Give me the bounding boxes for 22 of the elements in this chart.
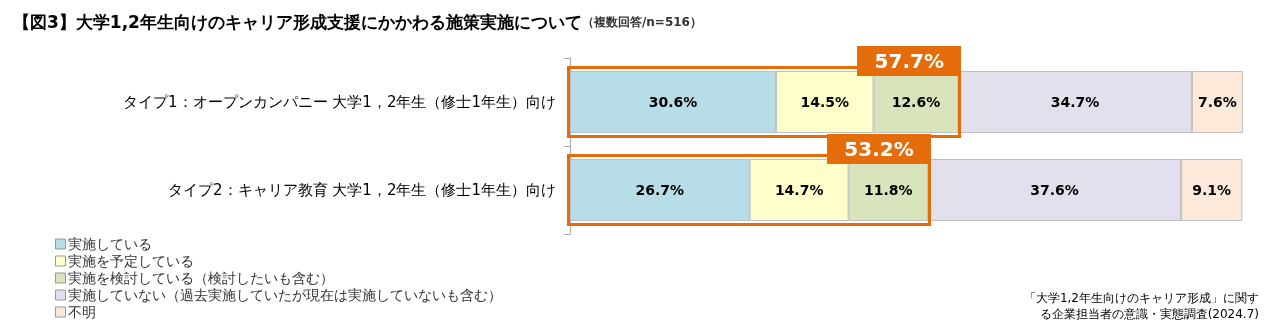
data-label: 34.7% [1050, 94, 1100, 110]
annotation: 53.2% [827, 134, 932, 164]
data-label: 37.6% [1030, 182, 1079, 198]
data-label: 14.7% [774, 182, 824, 198]
legend-label: 実施している [67, 236, 152, 252]
y-tick-label: タイプ2：キャリア教育 大学1，2年生（修士1年生）向け [168, 181, 556, 199]
legend-label: 実施していない（過去実施していたが現在は実施していないも含む） [67, 287, 502, 303]
legend-label: 実施を検討している（検討したいも含む） [67, 270, 334, 286]
text: 「大学1,2年生向けのキャリア形成」に関する企業担当者の意識・実態調査(2024.7) [1022, 290, 1259, 322]
legend-label: 不明 [67, 304, 96, 320]
text: 【図3】大学1,2年生向けのキャリア形成支援にかかわる施策実施について [13, 11, 582, 32]
data-label: 30.6% [648, 94, 698, 110]
chart-subtitle: （複数回答/n=516） [581, 14, 702, 29]
y-tick-label: タイプ1：オープンカンパニー 大学1，2年生（修士1年生）向け [123, 93, 556, 111]
legend-label: 実施を予定している [67, 253, 194, 269]
data-label: 11.8% [864, 182, 913, 198]
data-label: 26.7% [635, 182, 685, 198]
data-label: 7.6% [1198, 94, 1237, 110]
data-label: 9.1% [1192, 182, 1232, 198]
data-label: 12.6% [891, 94, 941, 110]
annotation: 57.7% [857, 46, 962, 76]
data-label: 14.5% [800, 94, 850, 110]
